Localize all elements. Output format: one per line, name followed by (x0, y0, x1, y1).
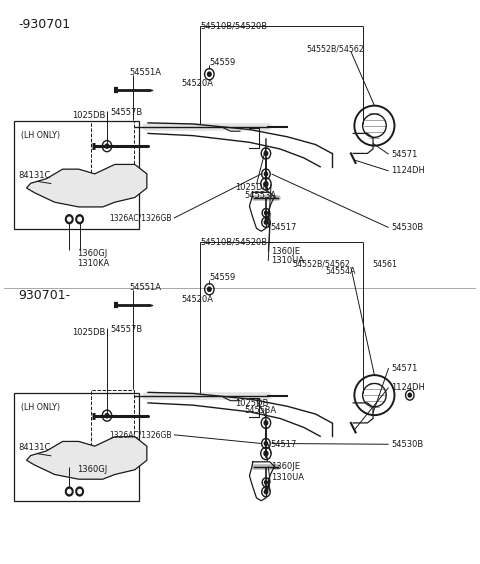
Circle shape (264, 182, 268, 186)
Text: 54571: 54571 (391, 364, 417, 373)
Text: (LH ONLY): (LH ONLY) (21, 403, 60, 412)
Text: 1310UA: 1310UA (271, 473, 304, 482)
Text: 54510B/54520B: 54510B/54520B (200, 237, 267, 246)
Text: 1360GJ: 1360GJ (77, 249, 108, 258)
Circle shape (264, 151, 268, 156)
Circle shape (78, 217, 81, 221)
Text: 54554A: 54554A (325, 267, 355, 276)
Text: 54553A: 54553A (245, 407, 277, 416)
Text: 54571: 54571 (391, 149, 417, 158)
Circle shape (68, 490, 71, 494)
Circle shape (264, 211, 267, 214)
Polygon shape (26, 165, 147, 207)
Circle shape (264, 421, 268, 425)
Text: 1025DB: 1025DB (235, 399, 269, 408)
Text: 54517: 54517 (271, 440, 297, 449)
Text: 1124DH: 1124DH (391, 166, 425, 175)
Circle shape (65, 215, 73, 224)
Circle shape (76, 215, 84, 224)
Text: 54553A: 54553A (245, 191, 277, 200)
Circle shape (264, 172, 267, 176)
Text: 54552B/54562: 54552B/54562 (292, 259, 350, 268)
Text: 1310KA: 1310KA (77, 259, 109, 267)
Text: 54517: 54517 (271, 223, 297, 232)
Text: 1025DB: 1025DB (235, 183, 269, 192)
Text: 54557B: 54557B (110, 108, 143, 117)
Circle shape (76, 487, 84, 496)
Text: 54551A: 54551A (129, 68, 161, 77)
Circle shape (264, 490, 267, 494)
Text: 1326AC/1326GB: 1326AC/1326GB (109, 430, 172, 439)
Text: 1360JE: 1360JE (271, 462, 300, 471)
Circle shape (65, 487, 73, 496)
Circle shape (264, 221, 267, 224)
Text: 54561: 54561 (372, 259, 397, 268)
Circle shape (207, 72, 211, 76)
FancyBboxPatch shape (13, 393, 139, 501)
Text: (LH ONLY): (LH ONLY) (21, 131, 60, 140)
Text: 1025DB: 1025DB (72, 111, 106, 120)
Text: 54559: 54559 (209, 273, 236, 282)
Text: 930701-: 930701- (18, 289, 71, 302)
Text: 54557B: 54557B (110, 325, 143, 334)
Polygon shape (26, 437, 147, 479)
Circle shape (408, 393, 411, 397)
Text: 1360JE: 1360JE (271, 247, 300, 256)
Text: 54530B: 54530B (391, 223, 423, 232)
Circle shape (105, 413, 109, 418)
Text: 54520A: 54520A (181, 296, 213, 305)
Circle shape (105, 144, 109, 148)
Circle shape (264, 481, 267, 484)
Text: 54530B: 54530B (391, 440, 423, 449)
Text: 1360GJ: 1360GJ (77, 465, 108, 474)
Text: 54551A: 54551A (129, 283, 161, 292)
Circle shape (264, 442, 267, 446)
Text: 1310UA: 1310UA (271, 257, 304, 266)
Text: 1025DB: 1025DB (72, 328, 106, 337)
Text: 54559: 54559 (209, 58, 236, 67)
Text: 84131C: 84131C (18, 443, 51, 452)
Text: 54552B/54562: 54552B/54562 (306, 44, 364, 53)
Text: 1326AC/1326GB: 1326AC/1326GB (109, 214, 172, 223)
FancyBboxPatch shape (13, 121, 139, 229)
Text: 84131C: 84131C (18, 171, 51, 180)
Circle shape (207, 287, 211, 292)
Text: 54510B/54520B: 54510B/54520B (200, 22, 267, 31)
Circle shape (68, 217, 71, 221)
Circle shape (78, 490, 81, 494)
Text: -930701: -930701 (18, 18, 71, 31)
Circle shape (264, 451, 268, 456)
Text: 1124DH: 1124DH (391, 383, 425, 392)
Text: 54520A: 54520A (181, 78, 213, 87)
